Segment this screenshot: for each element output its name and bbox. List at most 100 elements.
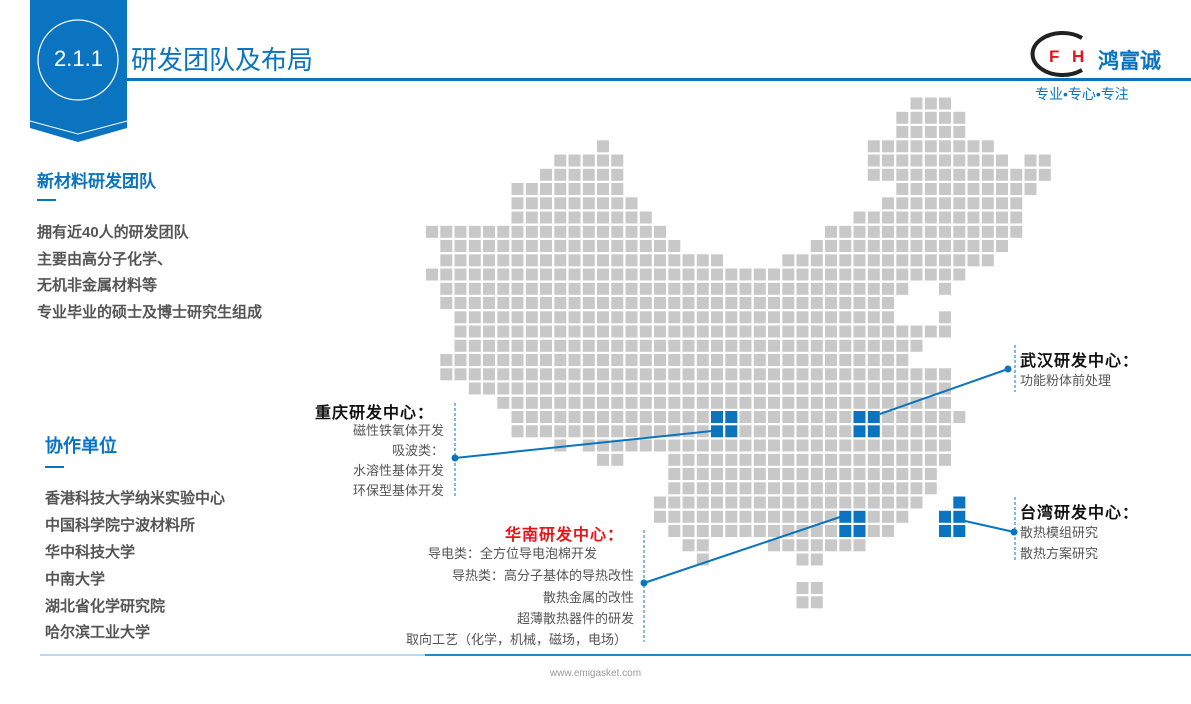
map-tile	[611, 453, 624, 466]
map-tile	[668, 282, 681, 295]
center-marker-tile	[867, 425, 880, 438]
map-tile	[554, 225, 567, 238]
map-tile	[554, 425, 567, 438]
map-tile	[839, 453, 852, 466]
map-tile	[896, 183, 909, 195]
map-tile	[825, 297, 837, 309]
map-tile	[825, 325, 837, 338]
map-tile	[939, 154, 951, 167]
map-tile	[654, 396, 666, 409]
map-tile	[639, 240, 652, 252]
map-tile	[896, 140, 909, 153]
map-tile	[882, 297, 894, 309]
map-tile	[967, 183, 980, 195]
map-tile	[554, 439, 567, 452]
map-tile	[625, 354, 638, 366]
center-marker-tile	[711, 411, 723, 423]
map-tile	[625, 282, 638, 295]
map-tile	[725, 482, 738, 495]
map-tile	[996, 197, 1008, 210]
map-tile	[582, 183, 595, 195]
map-tile	[625, 396, 638, 409]
map-tile	[739, 425, 752, 438]
map-tile	[924, 197, 937, 210]
map-tile	[682, 468, 695, 480]
map-tile	[939, 368, 951, 381]
map-tile	[882, 168, 894, 181]
map-tile	[554, 411, 567, 423]
map-tile	[839, 439, 852, 452]
map-tile	[867, 268, 880, 281]
map-tile	[882, 268, 894, 281]
map-tile	[454, 225, 467, 238]
map-tile	[839, 311, 852, 324]
map-tile	[867, 496, 880, 509]
title-divider	[127, 78, 1191, 81]
map-tile	[711, 525, 723, 537]
partner-item: 湖北省化学研究院	[45, 598, 166, 615]
map-tile	[711, 339, 723, 352]
map-tile	[839, 539, 852, 552]
map-tile	[668, 240, 681, 252]
map-tile	[782, 368, 795, 381]
center-marker-tile	[953, 510, 966, 523]
map-tile	[839, 382, 852, 395]
map-tile	[739, 510, 752, 523]
map-tile	[810, 339, 823, 352]
map-tile	[924, 254, 937, 267]
map-tile	[924, 411, 937, 423]
center-line: 功能粉体前处理	[1020, 373, 1112, 388]
map-tile	[725, 510, 738, 523]
map-tile	[597, 453, 609, 466]
map-tile	[682, 354, 695, 366]
map-tile	[825, 282, 837, 295]
map-tile	[753, 325, 766, 338]
map-tile	[597, 268, 609, 281]
map-tile	[853, 354, 866, 366]
map-tile	[540, 325, 552, 338]
map-tile	[483, 354, 495, 366]
map-tile	[711, 382, 723, 395]
map-tile	[753, 396, 766, 409]
map-tile	[440, 297, 453, 309]
map-tile	[654, 425, 666, 438]
map-tile	[597, 225, 609, 238]
map-tile	[497, 225, 510, 238]
map-tile	[882, 339, 894, 352]
map-tile	[597, 240, 609, 252]
map-tile	[696, 382, 709, 395]
map-tile	[725, 382, 738, 395]
map-tile	[554, 268, 567, 281]
map-tile	[739, 525, 752, 537]
map-tile	[511, 411, 524, 423]
map-tile	[796, 496, 809, 509]
map-tile	[611, 154, 624, 167]
map-tile	[896, 240, 909, 252]
map-tile	[454, 368, 467, 381]
map-tile	[597, 154, 609, 167]
map-tile	[568, 396, 581, 409]
map-tile	[426, 268, 438, 281]
map-tile	[839, 411, 852, 423]
map-tile	[896, 126, 909, 138]
map-tile	[525, 240, 538, 252]
map-tile	[825, 254, 837, 267]
map-tile	[639, 225, 652, 238]
map-tile	[497, 240, 510, 252]
map-tile	[910, 240, 923, 252]
map-tile	[953, 268, 966, 281]
map-tile	[483, 339, 495, 352]
map-tile	[825, 482, 837, 495]
map-tile	[625, 211, 638, 224]
map-tile	[967, 225, 980, 238]
map-tile	[1038, 154, 1051, 167]
map-tile	[582, 168, 595, 181]
map-tile	[896, 325, 909, 338]
map-tile	[768, 525, 780, 537]
map-tile	[796, 482, 809, 495]
map-tile	[468, 297, 481, 309]
map-tile	[725, 268, 738, 281]
map-tile	[810, 453, 823, 466]
map-tile	[882, 197, 894, 210]
map-tile	[540, 339, 552, 352]
